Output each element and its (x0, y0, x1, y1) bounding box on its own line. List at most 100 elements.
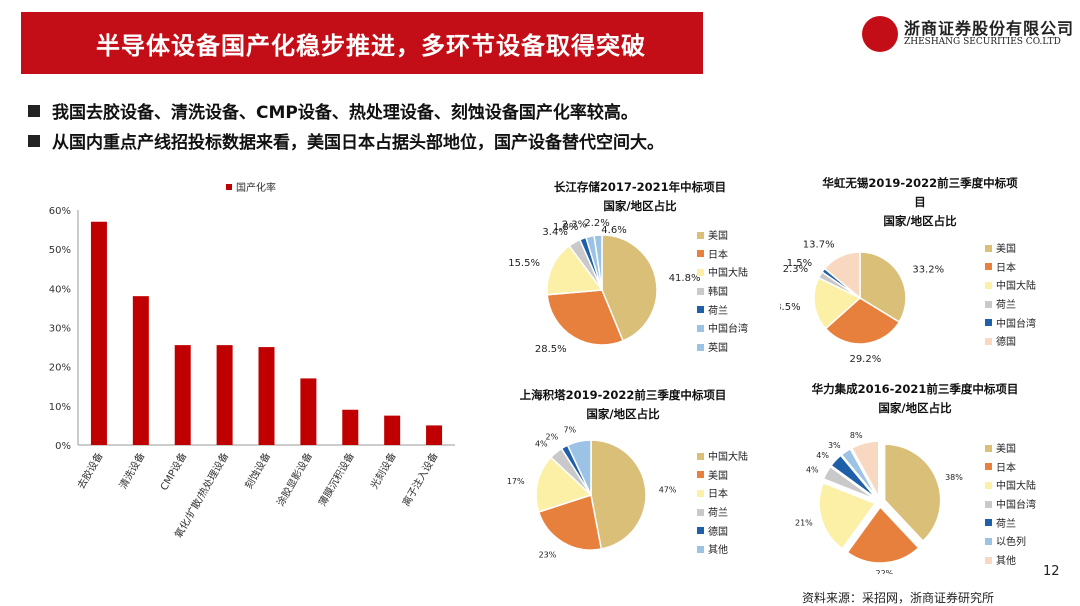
y-tick-label: 20% (49, 363, 71, 374)
x-tick-label: 涂胶显影设备 (274, 450, 315, 508)
pie-slice (823, 251, 861, 300)
x-tick-label: 离子注入设备 (399, 450, 440, 508)
pie-value-label: 33.2% (912, 265, 944, 276)
x-tick-label: 去胶设备 (74, 450, 105, 491)
bar (132, 296, 149, 445)
pie2-title: 华虹无锡2019-2022前三季度中标项目国家/地区占比 (790, 174, 1050, 231)
pie-chart-hhwx: 33.2% 29.2% 18.5% 2.3%1.5% 13.7% (780, 240, 944, 362)
legend-item: 中国大陆 (697, 265, 748, 284)
legend-swatch (226, 184, 232, 190)
legend-label: 日本 (708, 489, 728, 501)
legend-label: 英国 (708, 343, 728, 355)
bar (174, 345, 191, 445)
legend-swatch (697, 324, 704, 332)
legend-item: 日本 (985, 460, 1036, 479)
legend-item: 美国 (697, 468, 748, 487)
pie-value-label: 15.5% (508, 258, 540, 269)
legend-item: 韩国 (697, 284, 748, 303)
pie-value-label: 4% (816, 451, 829, 460)
pie-value-label: 38% (945, 473, 963, 482)
bullet-2: 从国内重点产线招投标数据来看，美国日本占据头部地位，国产设备替代空间大。 (28, 128, 664, 153)
x-tick-label: 清洗设备 (116, 450, 147, 491)
pie-value-label: 41.8% (669, 273, 701, 284)
legend-label: 韩国 (708, 287, 728, 299)
source-note: 资料来源：采招网，浙商证券研究所 (802, 591, 995, 605)
legend-swatch (985, 537, 992, 545)
bullet-text: 从国内重点产线招投标数据来看，美国日本占据头部地位，国产设备替代空间大。 (52, 133, 664, 153)
pie-slice (546, 289, 624, 346)
bullet-square-icon (28, 135, 40, 147)
pie1-legend: 美国 日本 中国大陆 韩国 荷兰 中国台湾 英国 (697, 228, 748, 359)
legend-item: 美国 (985, 441, 1036, 460)
pie-value-label: 28.5% (535, 344, 567, 355)
y-tick-label: 40% (49, 284, 71, 295)
legend-item: 荷兰 (697, 303, 748, 322)
legend-swatch (985, 337, 992, 345)
legend-label: 美国 (708, 231, 728, 242)
pie-value-label: 13.7% (803, 240, 835, 251)
bar (384, 415, 401, 445)
legend-item: 日本 (697, 486, 748, 505)
legend-item: 中国大陆 (985, 478, 1036, 497)
legend-swatch (985, 263, 992, 271)
bar (342, 409, 359, 445)
pie-slice (822, 465, 877, 501)
page-title: 半导体设备国产化稳步推进，多环节设备取得突破 (96, 32, 646, 60)
bar (90, 221, 107, 445)
pie2-legend: 美国 日本 中国大陆 荷兰 中国台湾 德国 (985, 241, 1036, 353)
pie-value-label: 18.5% (780, 302, 801, 313)
legend-swatch (985, 481, 992, 489)
company-name-en: ZHESHANG SECURITIES CO.LTD (904, 37, 1061, 47)
pie1-title: 长江存储2017-2021年中标项目 国家/地区占比 (525, 178, 755, 216)
legend-item: 以色列 (985, 534, 1036, 553)
legend-swatch (985, 500, 992, 508)
pie-slice (818, 481, 877, 550)
legend-swatch (985, 444, 992, 452)
pie-value-label: 2% (546, 432, 559, 441)
legend-label: 其他 (996, 556, 1016, 568)
title-bar (21, 12, 703, 74)
legend-item: 中国台湾 (985, 316, 1036, 335)
pie2-title-text: 华虹无锡2019-2022前三季度中标项 (822, 176, 1018, 190)
pie-value-label: 17% (507, 477, 525, 486)
bar (426, 425, 443, 445)
bar (216, 345, 233, 445)
legend-swatch (697, 343, 704, 351)
bullet-1: 我国去胶设备、清洗设备、CMP设备、热处理设备、刻蚀设备国产化率较高。 (28, 98, 638, 123)
pie-slice (813, 276, 862, 330)
legend-swatch (985, 519, 992, 527)
legend-item: 日本 (985, 260, 1036, 279)
legend-label: 其他 (708, 545, 728, 557)
legend-swatch (697, 250, 704, 258)
legend-item: 荷兰 (985, 297, 1036, 316)
pie-chart-cjcc: 41.8% 28.5% 15.5% 3.4%1.8%2.3%2.2%4.6% (508, 218, 701, 355)
pie-slice (850, 440, 880, 498)
legend-item: 德国 (697, 524, 748, 543)
pie-value-label: 21% (795, 519, 813, 528)
pie4-title-text: 华力集成2016-2021前三季度中标项目 (811, 382, 1019, 396)
pie-value-label: 1.5% (787, 258, 812, 269)
legend-item: 荷兰 (697, 505, 748, 524)
legend-swatch (697, 489, 704, 497)
pie-slice (840, 447, 878, 499)
legend-label: 美国 (996, 444, 1016, 455)
pie-slice (824, 297, 901, 345)
legend-item: 其他 (985, 553, 1036, 572)
pie3-legend: 中国大陆 美国 日本 荷兰 德国 其他 (697, 449, 748, 561)
legend-item: 其他 (697, 542, 748, 561)
pie4-legend: 美国 日本 中国大陆 中国台湾 荷兰 以色列 其他 (985, 441, 1036, 572)
pie-value-label: 2.3% (783, 264, 808, 275)
pie1-title-text: 长江存储2017-2021年中标项目 (553, 180, 727, 194)
legend-label: 以色列 (996, 537, 1026, 549)
pie3-subtitle: 国家/地区占比 (586, 407, 660, 421)
pie3-title-text: 上海积塔2019-2022前三季度中标项目 (519, 388, 727, 402)
pie2-subtitle: 国家/地区占比 (883, 214, 957, 228)
bullet-square-icon (28, 105, 40, 117)
logo-icon (862, 16, 898, 52)
pie-slice (830, 454, 877, 500)
pie2-title-line2: 目 (914, 195, 926, 209)
bullet-text: 我国去胶设备、清洗设备、CMP设备、热处理设备、刻蚀设备国产化率较高。 (52, 103, 638, 123)
legend-label: 中国大陆 (708, 268, 748, 280)
legend-swatch (985, 556, 992, 564)
legend-swatch (985, 463, 992, 471)
